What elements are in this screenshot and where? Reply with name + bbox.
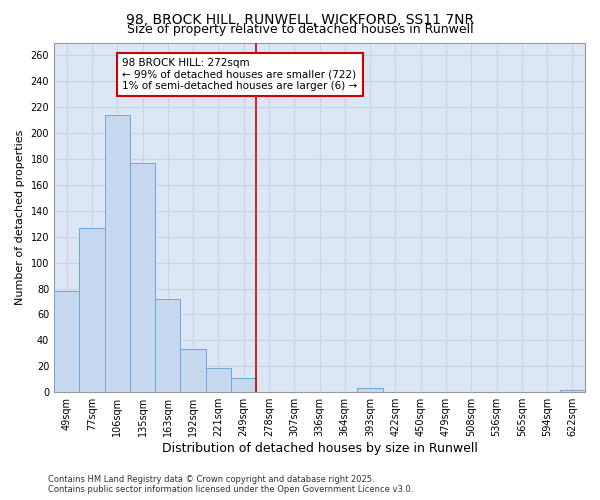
Bar	[358, 388, 383, 392]
Bar	[560, 390, 585, 392]
Bar	[155, 299, 181, 392]
Bar	[104, 115, 130, 392]
X-axis label: Distribution of detached houses by size in Runwell: Distribution of detached houses by size …	[161, 442, 478, 455]
Text: 98, BROCK HILL, RUNWELL, WICKFORD, SS11 7NR: 98, BROCK HILL, RUNWELL, WICKFORD, SS11 …	[126, 12, 474, 26]
Bar	[231, 378, 256, 392]
Bar	[181, 350, 206, 392]
Text: 98 BROCK HILL: 272sqm
← 99% of detached houses are smaller (722)
1% of semi-deta: 98 BROCK HILL: 272sqm ← 99% of detached …	[122, 58, 358, 91]
Bar	[206, 368, 231, 392]
Bar	[79, 228, 104, 392]
Y-axis label: Number of detached properties: Number of detached properties	[15, 130, 25, 305]
Text: Size of property relative to detached houses in Runwell: Size of property relative to detached ho…	[127, 22, 473, 36]
Text: Contains HM Land Registry data © Crown copyright and database right 2025.
Contai: Contains HM Land Registry data © Crown c…	[48, 474, 413, 494]
Bar	[130, 163, 155, 392]
Bar	[54, 291, 79, 392]
